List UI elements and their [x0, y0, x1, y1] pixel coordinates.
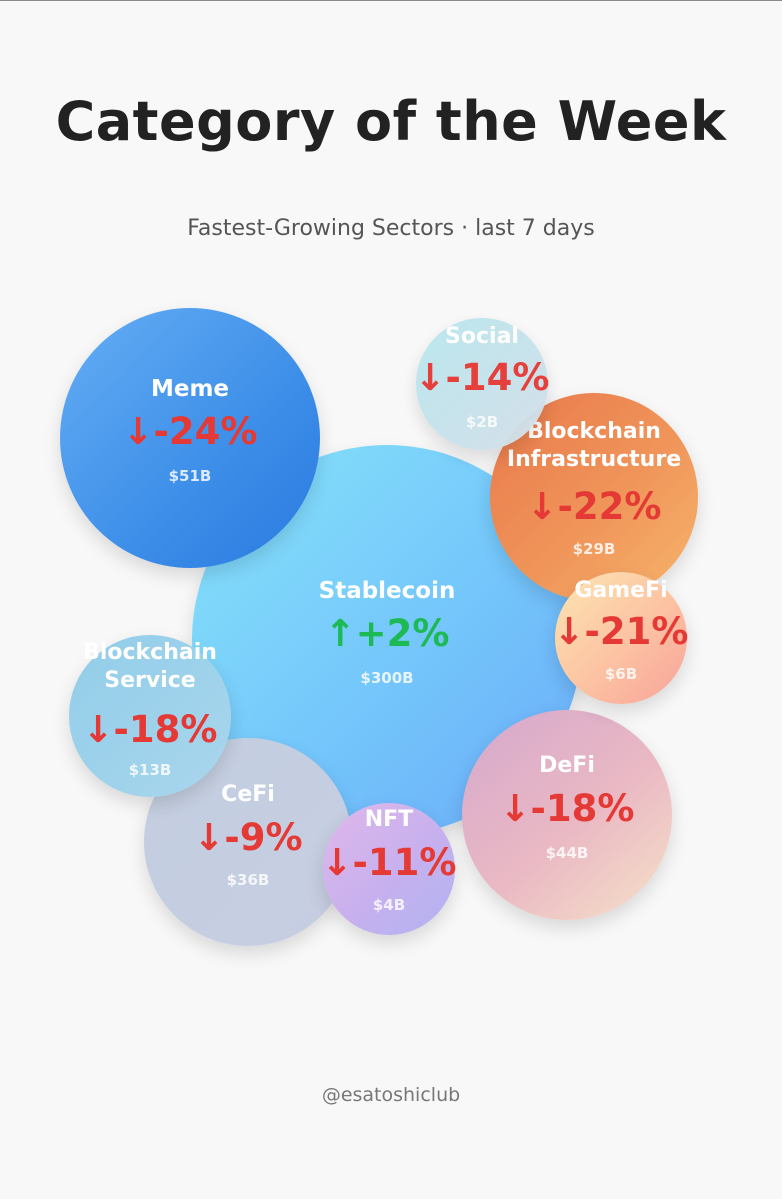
bubble-cap-gamefi: $6B — [604, 664, 638, 683]
bubble-change-gamefi: ↓-21% — [553, 609, 689, 653]
bubble-gamefi: GameFi ↓-21% $6B — [553, 572, 689, 704]
bubble-name-cefi: CeFi — [221, 782, 275, 807]
bubble-name-meme: Meme — [150, 375, 230, 402]
bubble-change-stablecoin: ↑+2% — [324, 611, 450, 655]
bubble-change-cefi: ↓-9% — [193, 815, 303, 859]
bubble-cap-social: $2B — [465, 412, 499, 431]
bubble-cap-cefi: $36B — [226, 870, 270, 889]
bubble-cap-blockchain-infrastructure: $29B — [572, 539, 616, 558]
bubble-cap-nft: $4B — [372, 895, 406, 914]
bubble-change-blockchain-infrastructure: ↓-22% — [526, 484, 662, 528]
page-subtitle: Fastest-Growing Sectors · last 7 days — [187, 216, 595, 241]
bubble-change-meme: ↓-24% — [122, 409, 258, 453]
bubble-cap-meme: $51B — [168, 466, 212, 485]
bubble-cap-stablecoin: $300B — [360, 668, 414, 687]
bubble-change-nft: ↓-11% — [321, 840, 457, 884]
bubble-nft: NFT ↓-11% $4B — [321, 803, 457, 935]
top-border — [0, 0, 782, 1]
bubble-name-defi: DeFi — [539, 753, 595, 778]
bubble-defi: DeFi ↓-18% $44B — [462, 710, 672, 920]
bubble-cap-blockchain-service: $13B — [128, 760, 172, 779]
bubble-change-defi: ↓-18% — [499, 786, 635, 830]
bubble-name-gamefi: GameFi — [574, 578, 668, 603]
bubble-cap-defi: $44B — [545, 843, 589, 862]
footer-handle: @esatoshiclub — [321, 1084, 461, 1106]
bubble-blockchain-service: Blockchain Service ↓-18% $13B — [69, 635, 231, 797]
bubble-meme: Meme ↓-24% $51B — [60, 308, 320, 568]
page-title: Category of the Week — [55, 90, 727, 153]
bubble-name-nft: NFT — [364, 807, 414, 832]
bubble-name-blockchain-infrastructure: Blockchain Infrastructure — [506, 419, 682, 472]
bubble-name-blockchain-service: Blockchain Service — [83, 640, 217, 693]
bubble-social: Social ↓-14% $2B — [414, 318, 550, 450]
bubble-change-social: ↓-14% — [414, 355, 550, 399]
bubble-name-social: Social — [445, 324, 519, 349]
bubble-change-blockchain-service: ↓-18% — [82, 707, 218, 751]
bubble-name-stablecoin: Stablecoin — [318, 577, 456, 604]
